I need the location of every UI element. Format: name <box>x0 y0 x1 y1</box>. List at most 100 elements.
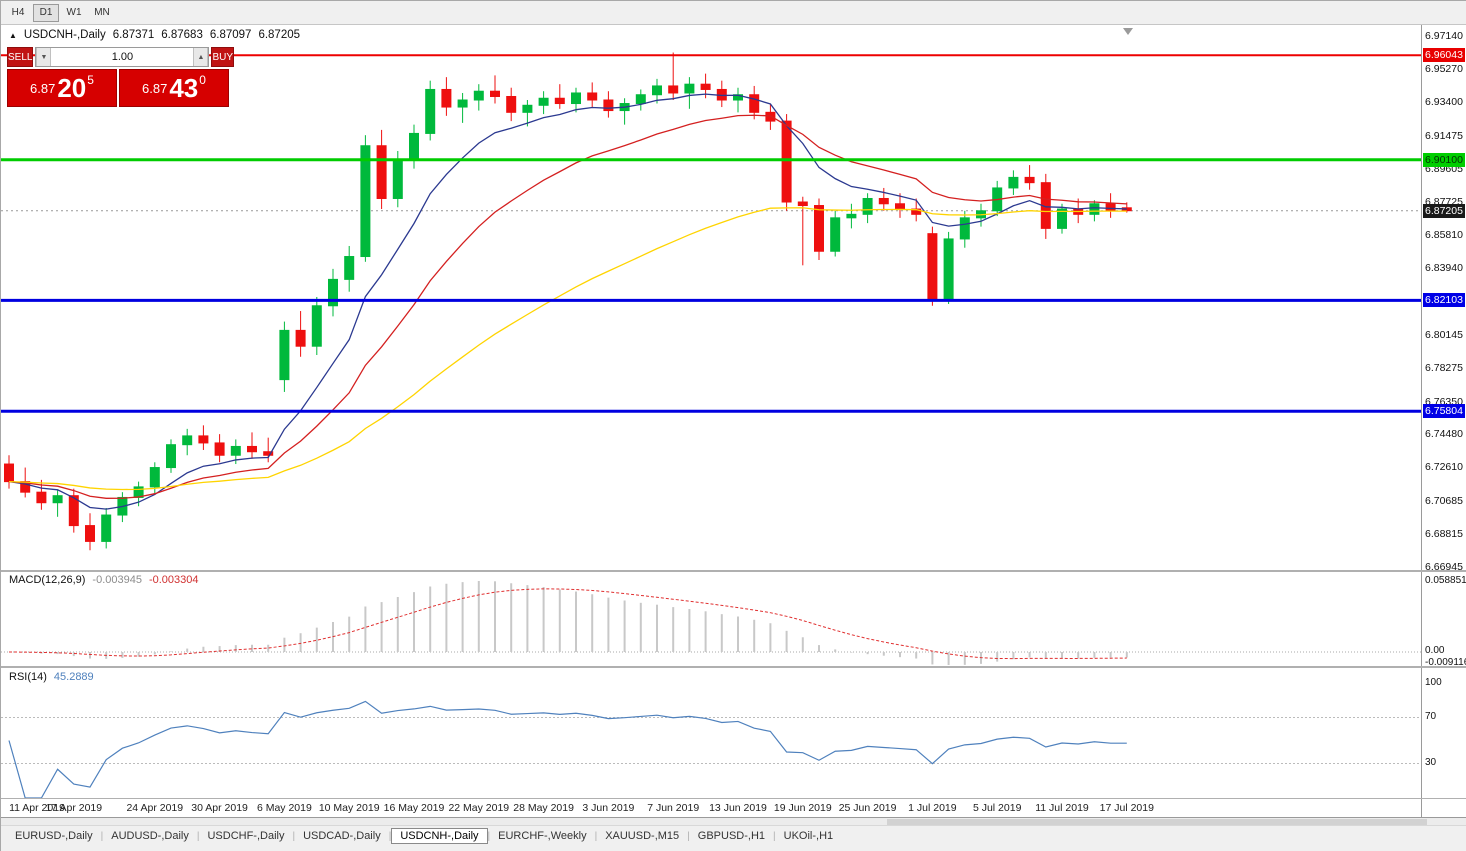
main-macd-separator[interactable] <box>1 570 1466 572</box>
scrollbar-thumb[interactable] <box>887 819 1427 825</box>
sell-price-box[interactable]: 6.87 20 5 <box>7 69 117 107</box>
ohlc-low: 6.87097 <box>209 29 252 41</box>
candle-body <box>668 85 679 94</box>
buy-button[interactable]: BUY <box>211 47 235 67</box>
date-axis-label: 25 Jun 2019 <box>838 802 897 814</box>
candle-body <box>700 83 711 90</box>
price-axis-label: 6.70685 <box>1425 495 1463 508</box>
rsi-line <box>8 700 1127 799</box>
candle-body <box>522 104 533 113</box>
price-axis-label: 6.80145 <box>1425 328 1463 341</box>
price-axis-label: 6.95270 <box>1425 62 1463 75</box>
timeframe-w1-button[interactable]: W1 <box>66 7 82 18</box>
price-tag-6.75804: 6.75804 <box>1423 404 1465 419</box>
chart-tab-eurchf-weekly[interactable]: EURCHF-,Weekly <box>498 830 587 842</box>
macd-scale-min: -0.009116 <box>1425 657 1466 668</box>
chart-tab-gbpusd-h1[interactable]: GBPUSD-,H1 <box>697 830 766 842</box>
candle-body <box>279 329 290 381</box>
ohlc-close: 6.87205 <box>258 29 301 41</box>
candle-body <box>392 159 403 199</box>
price-axis-label: 6.83940 <box>1425 262 1463 275</box>
date-axis-label: 3 Jun 2019 <box>582 802 635 814</box>
price-tag-6.90100: 6.90100 <box>1423 152 1465 167</box>
candle-body <box>198 435 209 444</box>
sell-price-pips: 20 <box>57 73 87 103</box>
candle-body <box>652 85 662 96</box>
buy-price-point: 0 <box>199 73 206 87</box>
date-axis-label: 17 Apr 2019 <box>45 802 103 814</box>
candle-body <box>538 97 549 106</box>
candle-body <box>295 329 306 347</box>
horizontal-scrollbar[interactable] <box>1 818 1466 826</box>
volume-input[interactable] <box>51 48 194 66</box>
sell-button[interactable]: SELL <box>7 47 34 67</box>
price-axis-label: 6.74480 <box>1425 428 1463 441</box>
chart-tab-usdchf-daily[interactable]: USDCHF-,Daily <box>207 830 285 842</box>
chart-shift-marker-icon[interactable] <box>1123 28 1133 35</box>
macd-name: MACD(12,26,9) <box>9 574 86 586</box>
price-axis-label: 6.91475 <box>1425 129 1463 142</box>
candle-body <box>895 203 905 210</box>
candle-body <box>441 88 452 108</box>
timeframe-h4-button[interactable]: H4 <box>11 7 25 18</box>
tab-separator: | <box>100 830 104 842</box>
chart-background <box>1 25 1466 817</box>
tab-separator: | <box>292 830 296 842</box>
chart-tab-bar: EURUSD-,Daily | AUDUSD-,Daily | USDCHF-,Dail… <box>1 826 1466 846</box>
date-axis-label: 17 Jul 2019 <box>1099 802 1154 814</box>
candle-body <box>36 491 47 504</box>
macd-rsi-separator[interactable] <box>1 666 1466 668</box>
timeframe-d1-button[interactable]: D1 <box>33 3 59 22</box>
candle-body <box>182 435 193 446</box>
candle-body <box>263 451 274 456</box>
candle-body <box>506 95 517 113</box>
chart-symbol-label: USDCNH-,Daily <box>23 29 106 41</box>
ma-17-line <box>8 114 1127 499</box>
date-axis-label: 11 Jul 2019 <box>1035 802 1089 814</box>
price-axis-label: 6.85810 <box>1425 229 1463 242</box>
tab-separator: | <box>687 830 690 842</box>
date-axis[interactable]: 11 Apr 2019 17 Apr 2019 24 Apr 2019 30 Apr … <box>1 799 1421 817</box>
candle-body <box>830 217 841 252</box>
date-axis-label: 10 May 2019 <box>318 802 380 814</box>
candle-body <box>425 88 436 134</box>
direction-arrow-icon: ▲ <box>9 30 17 40</box>
date-axis-label: 6 May 2019 <box>256 802 312 814</box>
candle-body <box>554 97 565 105</box>
price-axis-label: 6.68815 <box>1425 528 1463 541</box>
chart-tab-eurusd-daily[interactable]: EURUSD-,Daily <box>15 830 93 842</box>
chart-tab-ukoil-h1[interactable]: UKOil-,H1 <box>783 830 834 842</box>
date-axis-label: 28 May 2019 <box>513 802 574 814</box>
chart-tab-usdcnh-daily[interactable]: USDCNH-,Daily <box>391 828 488 844</box>
macd-signal-line <box>8 588 1127 660</box>
price-axis[interactable]: 0.058851 0.00 -0.009116 100 70 30 6.9714… <box>1421 1 1466 817</box>
sell-price-point: 5 <box>87 73 94 87</box>
ohlc-open: 6.87371 <box>112 29 155 41</box>
buy-price-box[interactable]: 6.87 43 0 <box>119 69 229 107</box>
candle-body <box>765 111 776 122</box>
date-axis-label: 30 Apr 2019 <box>191 802 248 814</box>
candle-body <box>230 445 241 456</box>
timeframe-mn-button[interactable]: MN <box>94 7 110 18</box>
rsi-scale-70: 70 <box>1425 711 1437 722</box>
tab-separator: | <box>487 830 491 842</box>
candle-body <box>862 197 873 215</box>
bottom-chrome: EURUSD-,Daily | AUDUSD-,Daily | USDCHF-,Dail… <box>1 817 1466 851</box>
volume-increase-button[interactable]: ▲ <box>193 48 209 66</box>
timeframe-toolbar: H4 D1 W1 MN <box>1 1 1466 25</box>
chart-tab-usdcad-daily[interactable]: USDCAD-,Daily <box>303 830 381 842</box>
price-axis-label: 6.72610 <box>1425 461 1463 474</box>
date-axis-label: 24 Apr 2019 <box>126 802 184 814</box>
chart-tab-audusd-daily[interactable]: AUDUSD-,Daily <box>111 830 189 842</box>
date-axis-label: 16 May 2019 <box>383 802 445 814</box>
candle-body <box>247 445 257 453</box>
rsi-value: 45.2889 <box>53 671 94 683</box>
chart-surface[interactable] <box>1 1 1421 799</box>
macd-scale-zero: 0.00 <box>1425 645 1445 656</box>
candle-body <box>52 495 63 504</box>
candle-body <box>85 525 95 542</box>
chart-tab-xauusd-m15[interactable]: XAUUSD-,M15 <box>605 830 680 842</box>
candle-body <box>149 467 160 488</box>
volume-decrease-button[interactable]: ▼ <box>36 48 52 66</box>
